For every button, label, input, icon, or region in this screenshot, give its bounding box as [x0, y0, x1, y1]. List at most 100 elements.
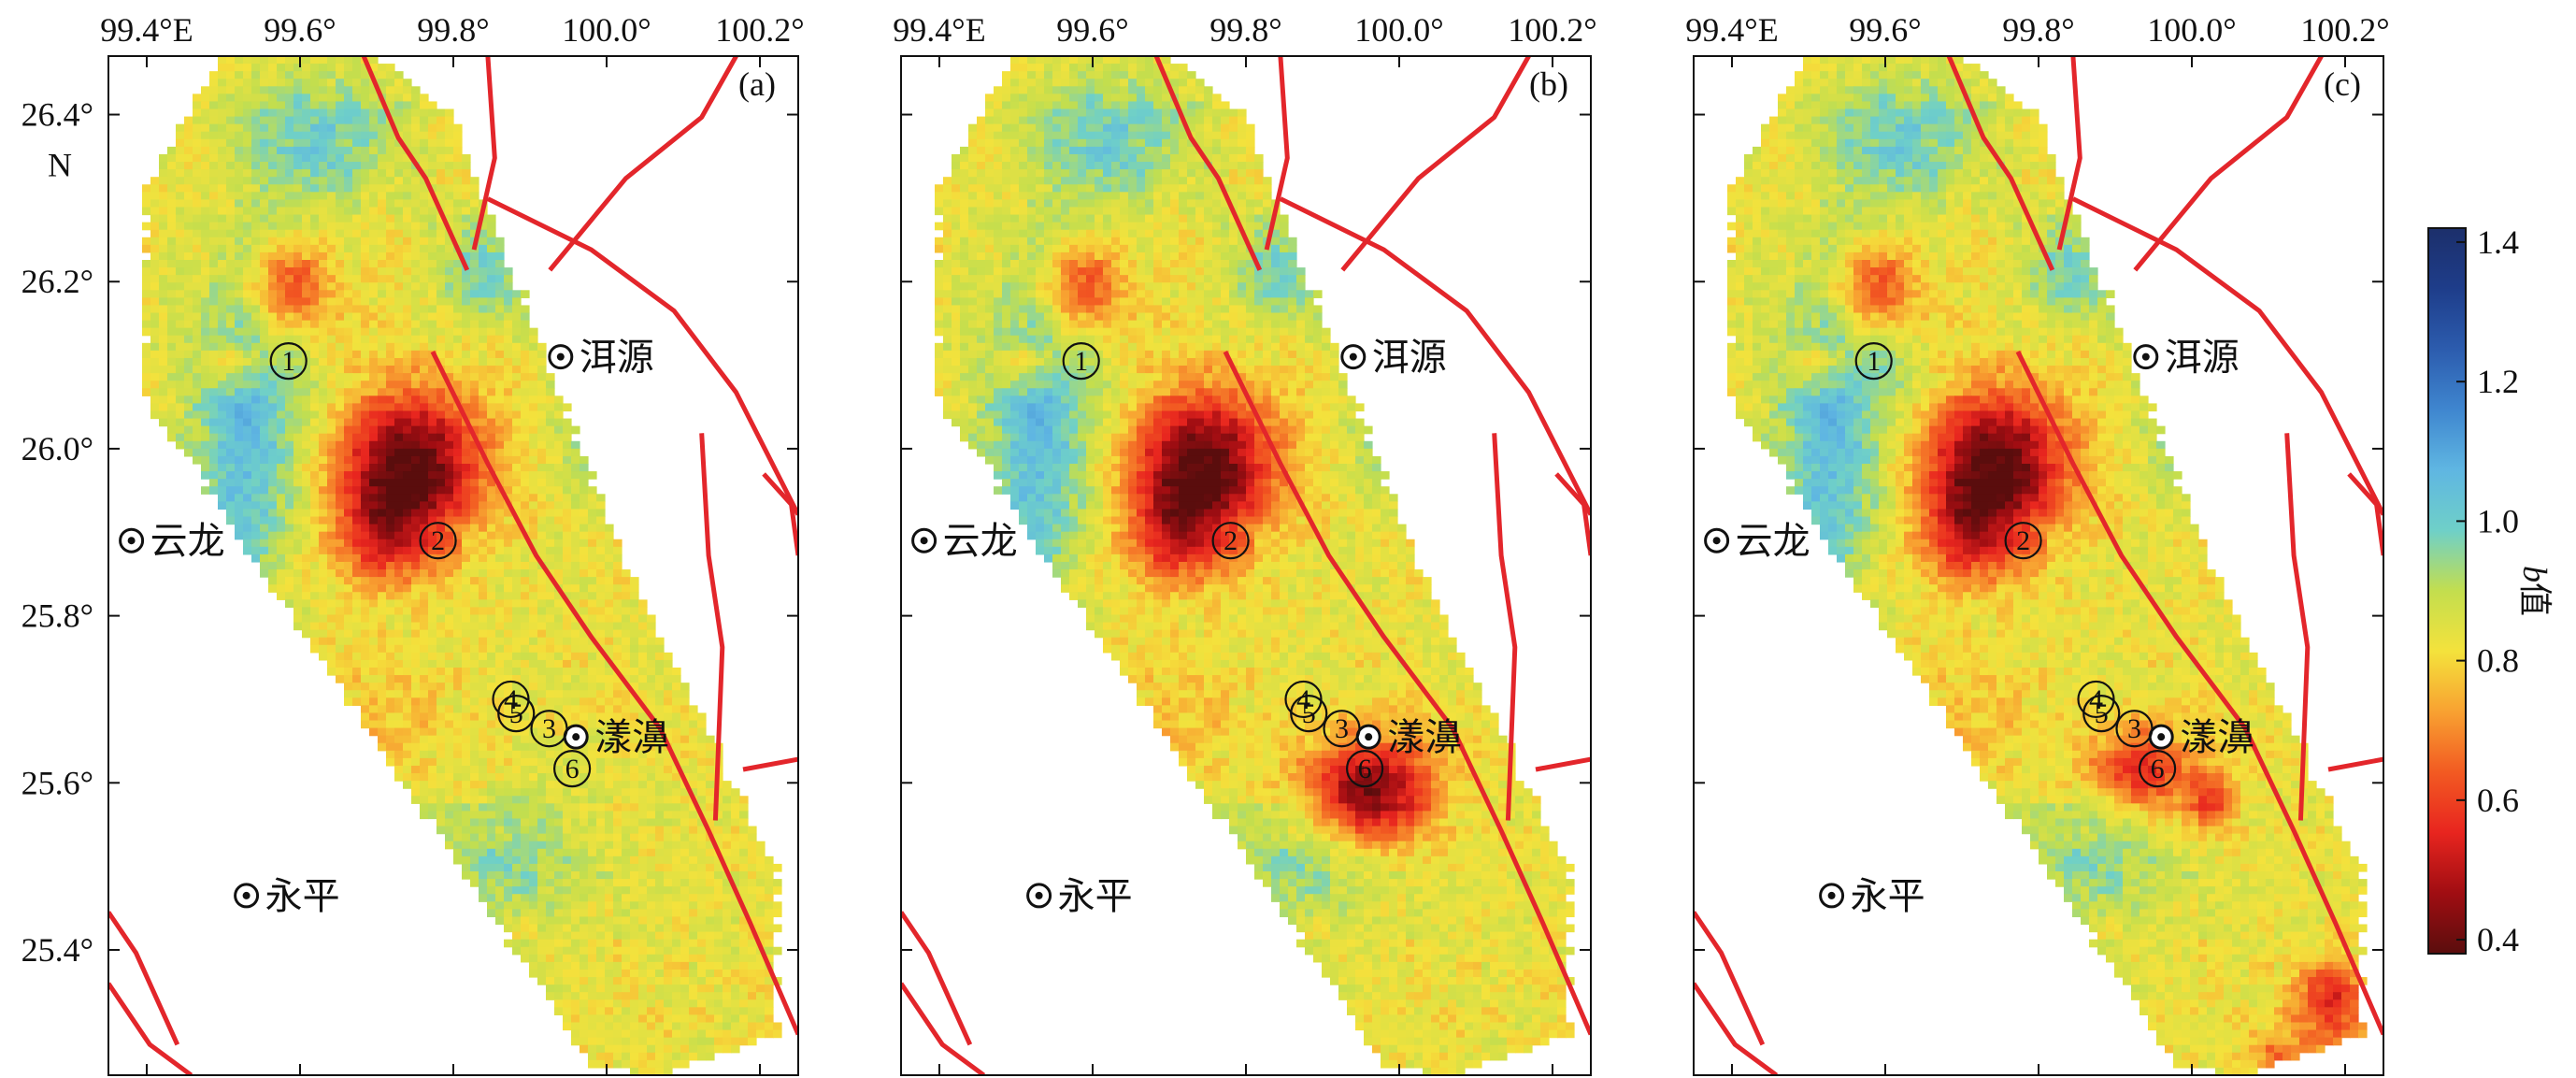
place-name: 云龙: [150, 520, 225, 562]
fault-line: [1694, 911, 1766, 1046]
place-name: 永平: [1058, 875, 1133, 917]
fault-line: [108, 911, 180, 1046]
panel-label: (a): [738, 65, 776, 103]
place-name: 洱源: [2165, 337, 2240, 379]
map-panels: 99.4°E 99.6° 99.8° 100.0° 100.2°26.4°26.2°26…: [21, 11, 2390, 1076]
fault-line: [2347, 472, 2383, 556]
place-dot: [2141, 352, 2150, 361]
panel-label: (b): [1529, 65, 1568, 103]
place-name: 洱源: [1372, 337, 1447, 379]
lon-tick-label: 100.2°: [2300, 11, 2389, 49]
place-dot: [920, 537, 928, 545]
event-circle: [1345, 750, 1384, 788]
place-dot: [127, 537, 136, 545]
lat-tick-label: 26.4°: [21, 96, 93, 134]
place-name: 永平: [1851, 875, 1925, 917]
colorbar-tick-label: 0.8: [2477, 642, 2519, 680]
event-marker: 2: [1211, 522, 1250, 560]
colorbar-tick-label: 1.4: [2477, 223, 2519, 261]
event-number: 6: [1358, 754, 1372, 784]
fault-line: [2284, 433, 2311, 821]
event-marker: 3: [530, 710, 568, 748]
fault-line: [2071, 196, 2383, 516]
fault-line: [361, 56, 470, 271]
fault-line: [108, 982, 193, 1075]
fault-line: [1340, 56, 1531, 272]
event-marker: 4: [492, 680, 530, 719]
event-marker: 5: [1290, 695, 1328, 733]
lon-tick-label: 100.0°: [2147, 11, 2236, 49]
event-marker: 1: [1062, 342, 1100, 381]
event-marker: 3: [2115, 710, 2154, 748]
colorbar-tick-label: 1.2: [2477, 363, 2519, 400]
place-dot: [242, 891, 250, 899]
event-marker: 5: [2082, 695, 2121, 733]
event-number: 6: [2151, 754, 2165, 784]
place-dot: [1349, 352, 1357, 361]
colorbar-tick-label: 0.6: [2477, 782, 2519, 819]
place-name: 洱源: [580, 337, 654, 379]
fault-lines: [108, 56, 798, 1075]
event-circle: [1284, 680, 1323, 719]
place-marker: 洱源: [2133, 337, 2240, 379]
lat-tick-label: 25.4°: [21, 931, 93, 969]
event-circle: [1854, 342, 1893, 381]
event-number: 4: [504, 684, 518, 715]
fault-line: [1153, 56, 1263, 271]
fault-line: [1535, 756, 1591, 772]
lon-tick-label: 100.0°: [562, 11, 651, 49]
event-circle: [497, 695, 536, 733]
place-dot: [1365, 733, 1373, 741]
fault-line: [1694, 982, 1779, 1075]
event-marker: 4: [2077, 680, 2115, 719]
event-marker: 6: [2139, 750, 2177, 788]
place-marker: 云龙: [911, 520, 1018, 562]
event-number: 2: [431, 525, 445, 556]
lon-tick-label: 100.2°: [1508, 11, 1596, 49]
lon-tick-label: 99.8°: [1209, 11, 1281, 49]
place-name: 云龙: [1736, 520, 1810, 562]
place-name: 云龙: [943, 520, 1018, 562]
fault-line: [762, 472, 798, 556]
lon-tick-label: 99.8°: [417, 11, 489, 49]
fault-line: [1223, 350, 1591, 1036]
place-dot: [1035, 891, 1043, 899]
event-circle: [1290, 695, 1328, 733]
event-circle: [1211, 522, 1250, 560]
panel-label: (c): [2324, 65, 2361, 103]
place-marker: 洱源: [548, 337, 654, 379]
event-number: 2: [1224, 525, 1238, 556]
fault-line: [901, 982, 986, 1075]
event-circle: [2077, 680, 2115, 719]
place-dot: [2157, 733, 2166, 741]
place-name: 永平: [265, 875, 340, 917]
fault-line: [486, 196, 798, 516]
event-marker: 5: [497, 695, 536, 733]
event-circle: [552, 750, 592, 788]
colorbar: 1.4 1.2 1.0 0.8 0.6 0.4 b值: [2427, 223, 2554, 958]
event-circle: [269, 342, 308, 381]
event-circle: [2082, 695, 2121, 733]
place-dot: [1827, 891, 1836, 899]
place-dot: [1712, 537, 1721, 545]
fault-line: [2133, 56, 2324, 272]
fault-line: [1279, 196, 1591, 516]
event-marker: 2: [419, 522, 457, 560]
event-circle: [2115, 710, 2154, 748]
place-name: 漾濞: [2180, 716, 2254, 758]
fault-line: [2015, 350, 2383, 1036]
place-marker: 洱源: [1340, 337, 1447, 379]
lon-tick-label: 99.6°: [1056, 11, 1128, 49]
fault-line: [548, 56, 738, 272]
event-marker: 2: [2004, 522, 2042, 560]
colorbar-title-italic: b: [2516, 566, 2554, 582]
event-circle: [2139, 750, 2177, 788]
fault-line: [1492, 433, 1518, 821]
fault-line: [2327, 756, 2383, 772]
fault-line: [1946, 56, 2055, 271]
colorbar-gradient: [2427, 227, 2467, 955]
lat-tick-label: 25.6°: [21, 764, 93, 801]
